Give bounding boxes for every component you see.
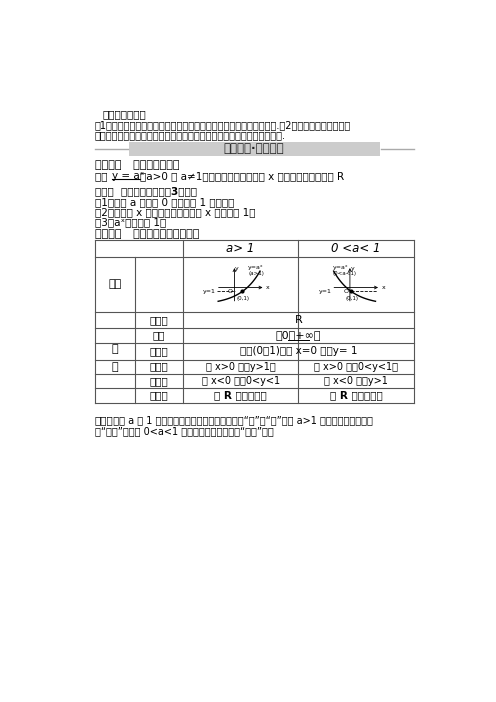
Text: O: O (228, 289, 233, 294)
Text: 函数: 函数 (95, 171, 110, 181)
Text: (0<a<1): (0<a<1) (333, 270, 357, 276)
Text: （1）底数 a 为大于 0 且不等于 1 的常数．: （1）底数 a 为大于 0 且不等于 1 的常数． (95, 197, 234, 207)
Text: 精讲！: 精讲！ (95, 416, 113, 425)
Text: 图象: 图象 (108, 279, 122, 289)
Text: x: x (382, 285, 385, 290)
Text: 是 R 上的增函数: 是 R 上的增函数 (214, 390, 267, 400)
Text: 精讲！  指数函数解析式的3个特征: 精讲！ 指数函数解析式的3个特征 (95, 187, 196, 197)
Text: 定义域: 定义域 (149, 315, 168, 325)
Text: 性
质: 性 质 (112, 343, 118, 371)
Text: y: y (351, 266, 355, 271)
Text: 当 x>0 时，y>1；: 当 x>0 时，y>1； (206, 362, 275, 372)
Text: (a>1): (a>1) (248, 270, 264, 276)
Text: 底数 a 与 1 的大小关系决定了指数函数图象的“升”与“降”。当 a>1 时，指数函数的图象: 底数 a 与 1 的大小关系决定了指数函数图象的“升”与“降”。当 a>1 时，… (107, 416, 372, 425)
Text: y=1: y=1 (318, 289, 331, 294)
Text: 单调性: 单调性 (149, 390, 168, 400)
Text: （2）自变量 x 的位置在指数上，且 x 的系数是 1．: （2）自变量 x 的位置在指数上，且 x 的系数是 1． (95, 207, 255, 218)
Text: 当 x<0 时，0<y<1: 当 x<0 时，0<y<1 (201, 376, 280, 385)
Text: 算工具画出具体指数函数的图象，探索并理解指数函数的单调性与特殊点.: 算工具画出具体指数函数的图象，探索并理解指数函数的单调性与特殊点. (95, 131, 286, 140)
Text: y=1: y=1 (203, 289, 216, 294)
Text: (0,1): (0,1) (237, 296, 250, 301)
Text: 是“上升”的；当 0<a<1 时，指数函数的图象是“下降”的。: 是“上升”的；当 0<a<1 时，指数函数的图象是“下降”的。 (95, 426, 273, 436)
Text: 当 x>0 时，0<y<1；: 当 x>0 时，0<y<1； (314, 362, 398, 372)
Text: y: y (235, 266, 239, 271)
Text: 当 x<0 时，y>1: 当 x<0 时，y>1 (324, 376, 388, 385)
Text: x: x (266, 285, 270, 290)
Text: y=aˣ: y=aˣ (248, 265, 264, 270)
Text: (0,1): (0,1) (345, 296, 359, 301)
Text: y = aˣ: y = aˣ (113, 171, 145, 181)
Text: （0，+∞）: （0，+∞） (276, 330, 321, 340)
Text: 函数值
的变化: 函数值 的变化 (149, 362, 168, 386)
Text: R: R (295, 315, 302, 325)
Text: 新知探索·自主学习: 新知探索·自主学习 (224, 143, 285, 155)
Text: 知识点二   指数函数的图象与性质: 知识点二 指数函数的图象与性质 (95, 229, 199, 239)
Text: 过点(0，1)，即 x=0 时，y= 1: 过点(0，1)，即 x=0 时，y= 1 (240, 346, 357, 357)
Text: （a>0 且 a≠1）叫做指数函数，其中 x 是自变量，定义域为 R: （a>0 且 a≠1）叫做指数函数，其中 x 是自变量，定义域为 R (140, 171, 344, 181)
Text: 0 <a< 1: 0 <a< 1 (331, 241, 381, 255)
Text: a> 1: a> 1 (227, 241, 255, 255)
Text: 知识点一   指数函数的定义: 知识点一 指数函数的定义 (95, 159, 179, 170)
Text: （1）通过具体实例，了解指数函数的实际意义，理解指数函数的概念.（2）能用描点法或借助计: （1）通过具体实例，了解指数函数的实际意义，理解指数函数的概念.（2）能用描点法… (95, 121, 351, 131)
Text: y=aˣ: y=aˣ (333, 265, 349, 270)
Text: 最新课程标准：: 最新课程标准： (102, 109, 146, 119)
Bar (128, 142, 380, 156)
Text: O: O (343, 289, 348, 294)
Text: 过定点: 过定点 (149, 346, 168, 357)
Text: （3）aˣ的系数是 1．: （3）aˣ的系数是 1． (95, 218, 166, 227)
Text: 值域: 值域 (153, 330, 165, 340)
Text: 是 R 上的减函数: 是 R 上的减函数 (330, 390, 382, 400)
